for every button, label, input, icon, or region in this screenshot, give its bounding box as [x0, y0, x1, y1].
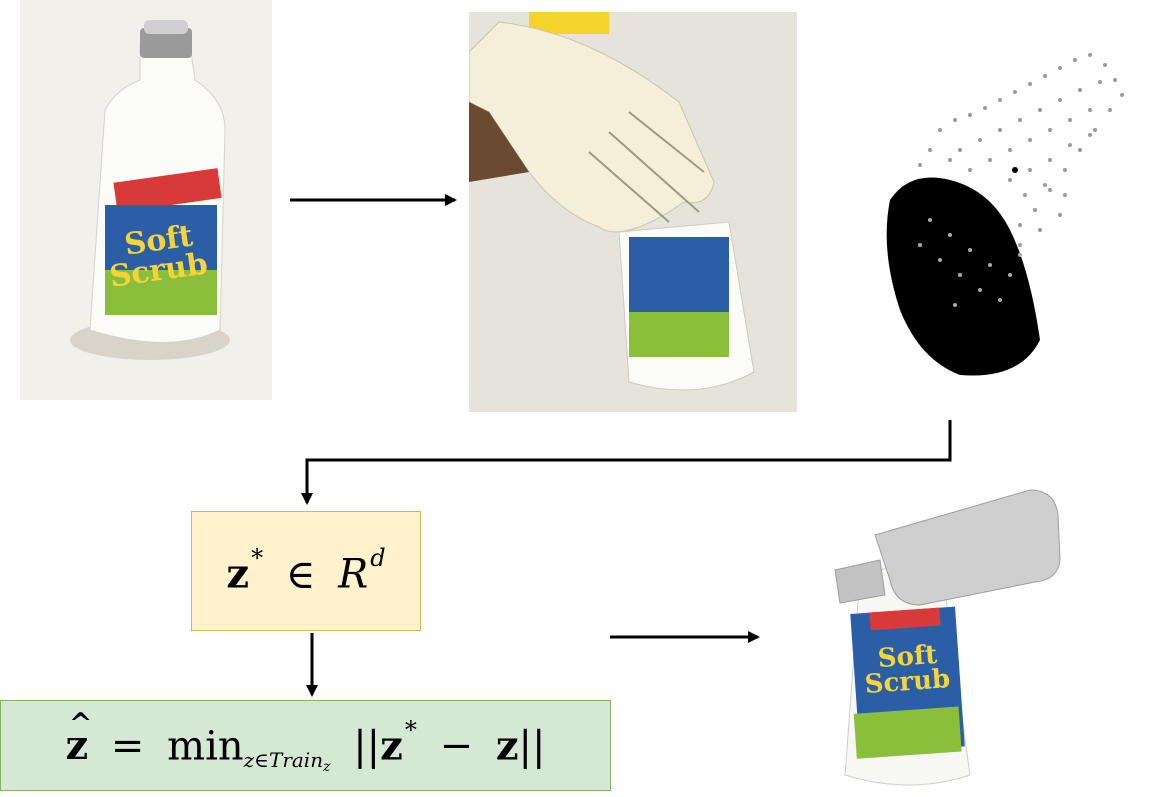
- nn-eq: =: [110, 723, 145, 770]
- nn-subscript2: z: [323, 759, 331, 776]
- grasp-photo: [469, 12, 797, 412]
- latent-dim: d: [370, 544, 386, 573]
- latent-z: z: [226, 550, 250, 598]
- nn-norm-close: ||: [518, 723, 546, 770]
- latent-space: R: [338, 551, 369, 598]
- nearest-neighbor-box: z = minz∈Trainz ||z* − z||: [0, 700, 611, 791]
- nn-minus: −: [439, 723, 474, 770]
- nn-z2: z: [495, 722, 519, 770]
- latent-code-box: z* ∈ Rd: [191, 511, 421, 631]
- nn-star: *: [404, 715, 417, 744]
- latent-in: ∈: [285, 551, 316, 598]
- pointcloud-view: [860, 20, 1150, 390]
- nn-z1: z: [380, 722, 403, 770]
- bottle-photo: Soft Scrub: [20, 0, 272, 400]
- nn-subscript: z∈Train: [243, 748, 324, 773]
- nn-min: min: [167, 723, 244, 770]
- svg-text:Scrub: Scrub: [864, 664, 951, 700]
- reconstruction-render: Soft Scrub: [820, 485, 1065, 797]
- latent-star: *: [251, 544, 264, 573]
- svg-text:Soft: Soft: [877, 640, 938, 674]
- nn-norm-open: ||: [353, 723, 381, 770]
- nn-zhat: z: [65, 707, 92, 769]
